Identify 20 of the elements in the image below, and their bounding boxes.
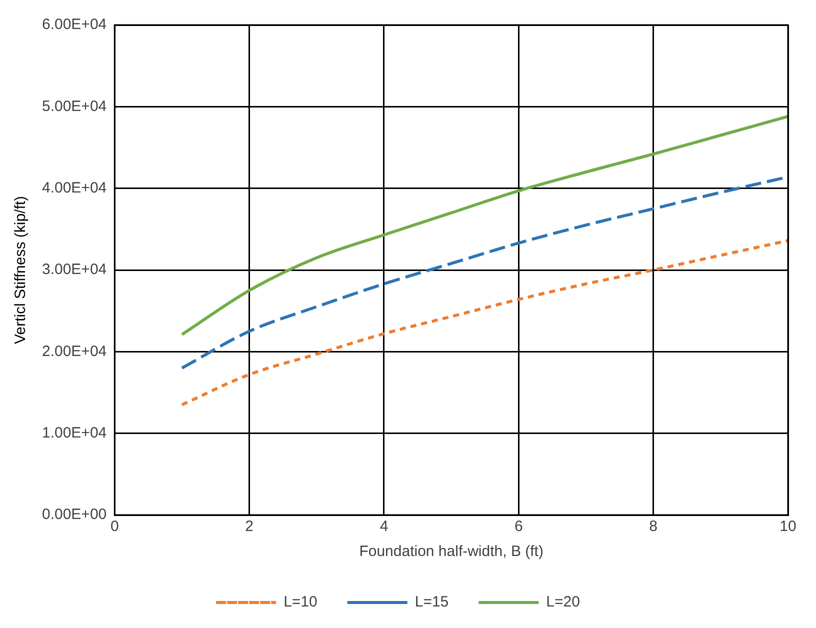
y-tick-label: 3.00E+04 [42,261,107,278]
y-tick-label: 1.00E+04 [42,424,107,442]
x-tick-label: 10 [780,518,796,536]
legend-label: L=20 [546,594,580,611]
y-tick-label: 2.00E+04 [42,342,107,360]
y-axis-title: Verticl Stiffness (kip/ft) [12,196,30,344]
x-tick-label: 0 [110,518,119,536]
legend-label: L=10 [284,594,318,611]
x-tick-label: 2 [245,518,254,536]
y-tick-label: 4.00E+04 [42,179,107,196]
y-tick-label: 0.00E+00 [42,506,107,524]
line-series [180,114,788,336]
x-tick-label: 8 [649,518,658,536]
x-tick-label: 4 [380,518,388,536]
y-tick-label: 5.00E+04 [42,98,107,115]
x-tick-label: 6 [514,518,523,536]
y-tick-label: 6.00E+04 [42,16,107,34]
x-axis-title: Foundation half-width, B (ft) [359,543,544,560]
line-series [180,239,788,406]
legend-label: L=15 [414,594,449,611]
